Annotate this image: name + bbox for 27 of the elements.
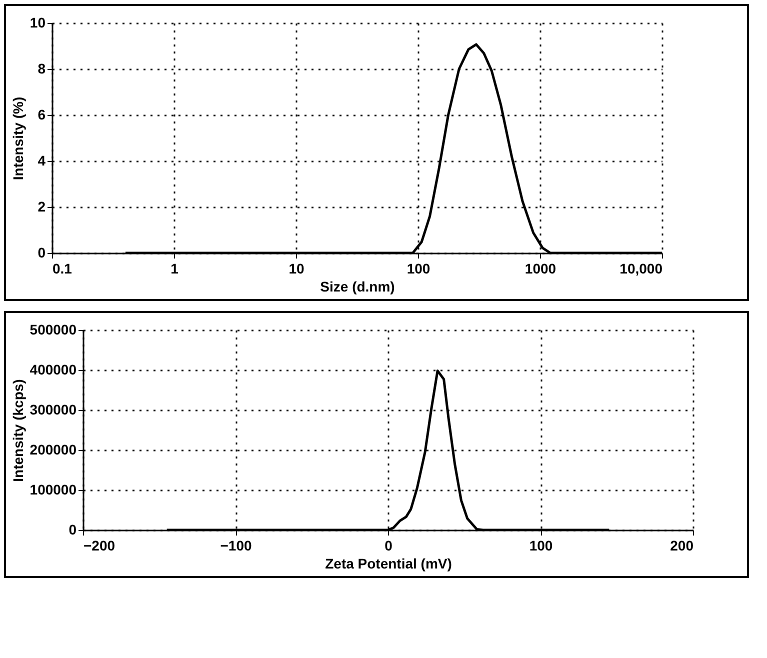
x-axis-title: Zeta Potential (mV) bbox=[325, 556, 452, 572]
x-tick-label: 10,000 bbox=[620, 260, 663, 276]
y-tick-label: 0 bbox=[68, 522, 77, 538]
y-tick-label: 8 bbox=[38, 60, 46, 76]
y-tick-label: 10 bbox=[30, 14, 46, 30]
y-axis-title: Intensity (%) bbox=[10, 96, 26, 180]
y-tick-label: 400000 bbox=[30, 362, 77, 378]
y-tick-label: 300000 bbox=[30, 402, 77, 418]
x-tick-label: 100 bbox=[529, 538, 553, 554]
x-tick-label: 0.1 bbox=[52, 260, 72, 276]
x-tick-label: 10 bbox=[288, 260, 304, 276]
x-tick-label: 1 bbox=[170, 260, 179, 276]
x-tick-label: 0 bbox=[384, 538, 393, 554]
y-tick-label: 6 bbox=[38, 106, 46, 122]
x-tick-label: 100 bbox=[406, 260, 430, 276]
y-tick-label: 200000 bbox=[30, 442, 77, 458]
y-tick-label: 4 bbox=[38, 152, 46, 168]
y-axis-title: Intensity (kcps) bbox=[10, 379, 26, 482]
y-tick-label: 2 bbox=[38, 198, 46, 214]
x-tick-label: 1000 bbox=[524, 260, 556, 276]
x-tick-label: −200 bbox=[84, 538, 116, 554]
x-axis-title: Size (d.nm) bbox=[320, 278, 395, 294]
x-tick-label: −100 bbox=[220, 538, 252, 554]
y-tick-label: 0 bbox=[38, 244, 46, 260]
y-tick-label: 100000 bbox=[30, 482, 77, 498]
y-tick-label: 500000 bbox=[30, 322, 77, 338]
x-tick-label: 200 bbox=[670, 538, 694, 554]
